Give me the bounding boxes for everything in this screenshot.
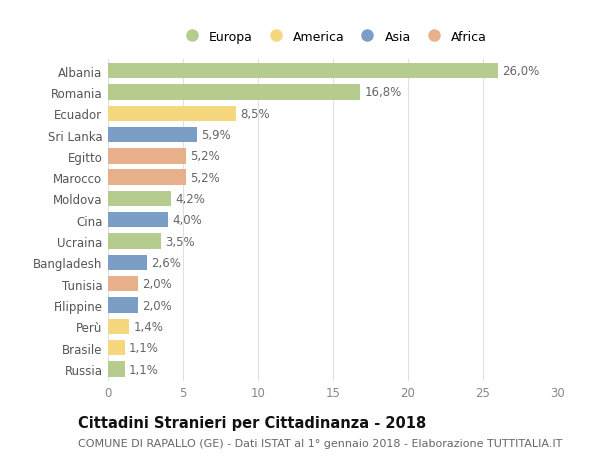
Text: 5,2%: 5,2%: [191, 150, 220, 163]
Text: 8,5%: 8,5%: [240, 107, 269, 120]
Text: 5,2%: 5,2%: [191, 171, 220, 184]
Bar: [108, 191, 171, 207]
Legend: Europa, America, Asia, Africa: Europa, America, Asia, Africa: [179, 31, 487, 44]
Text: 3,5%: 3,5%: [165, 235, 194, 248]
Bar: [108, 149, 186, 164]
Text: 2,0%: 2,0%: [143, 299, 172, 312]
Bar: [108, 255, 147, 270]
Text: 1,1%: 1,1%: [129, 363, 159, 376]
Bar: [108, 234, 161, 249]
Bar: [108, 85, 360, 101]
Bar: [108, 319, 129, 334]
Bar: [108, 298, 138, 313]
Bar: [108, 340, 125, 356]
Bar: [108, 128, 197, 143]
Bar: [108, 64, 498, 79]
Text: 2,0%: 2,0%: [143, 278, 172, 291]
Text: 16,8%: 16,8%: [365, 86, 402, 99]
Text: COMUNE DI RAPALLO (GE) - Dati ISTAT al 1° gennaio 2018 - Elaborazione TUTTITALIA: COMUNE DI RAPALLO (GE) - Dati ISTAT al 1…: [78, 438, 562, 448]
Text: 26,0%: 26,0%: [503, 65, 540, 78]
Bar: [108, 106, 235, 122]
Bar: [108, 170, 186, 185]
Bar: [108, 276, 138, 292]
Text: 4,2%: 4,2%: [176, 193, 205, 206]
Text: 1,4%: 1,4%: [133, 320, 163, 333]
Text: 1,1%: 1,1%: [129, 341, 159, 354]
Text: 4,0%: 4,0%: [173, 214, 202, 227]
Text: Cittadini Stranieri per Cittadinanza - 2018: Cittadini Stranieri per Cittadinanza - 2…: [78, 415, 426, 431]
Text: 5,9%: 5,9%: [201, 129, 231, 142]
Text: 2,6%: 2,6%: [151, 257, 181, 269]
Bar: [108, 362, 125, 377]
Bar: [108, 213, 168, 228]
